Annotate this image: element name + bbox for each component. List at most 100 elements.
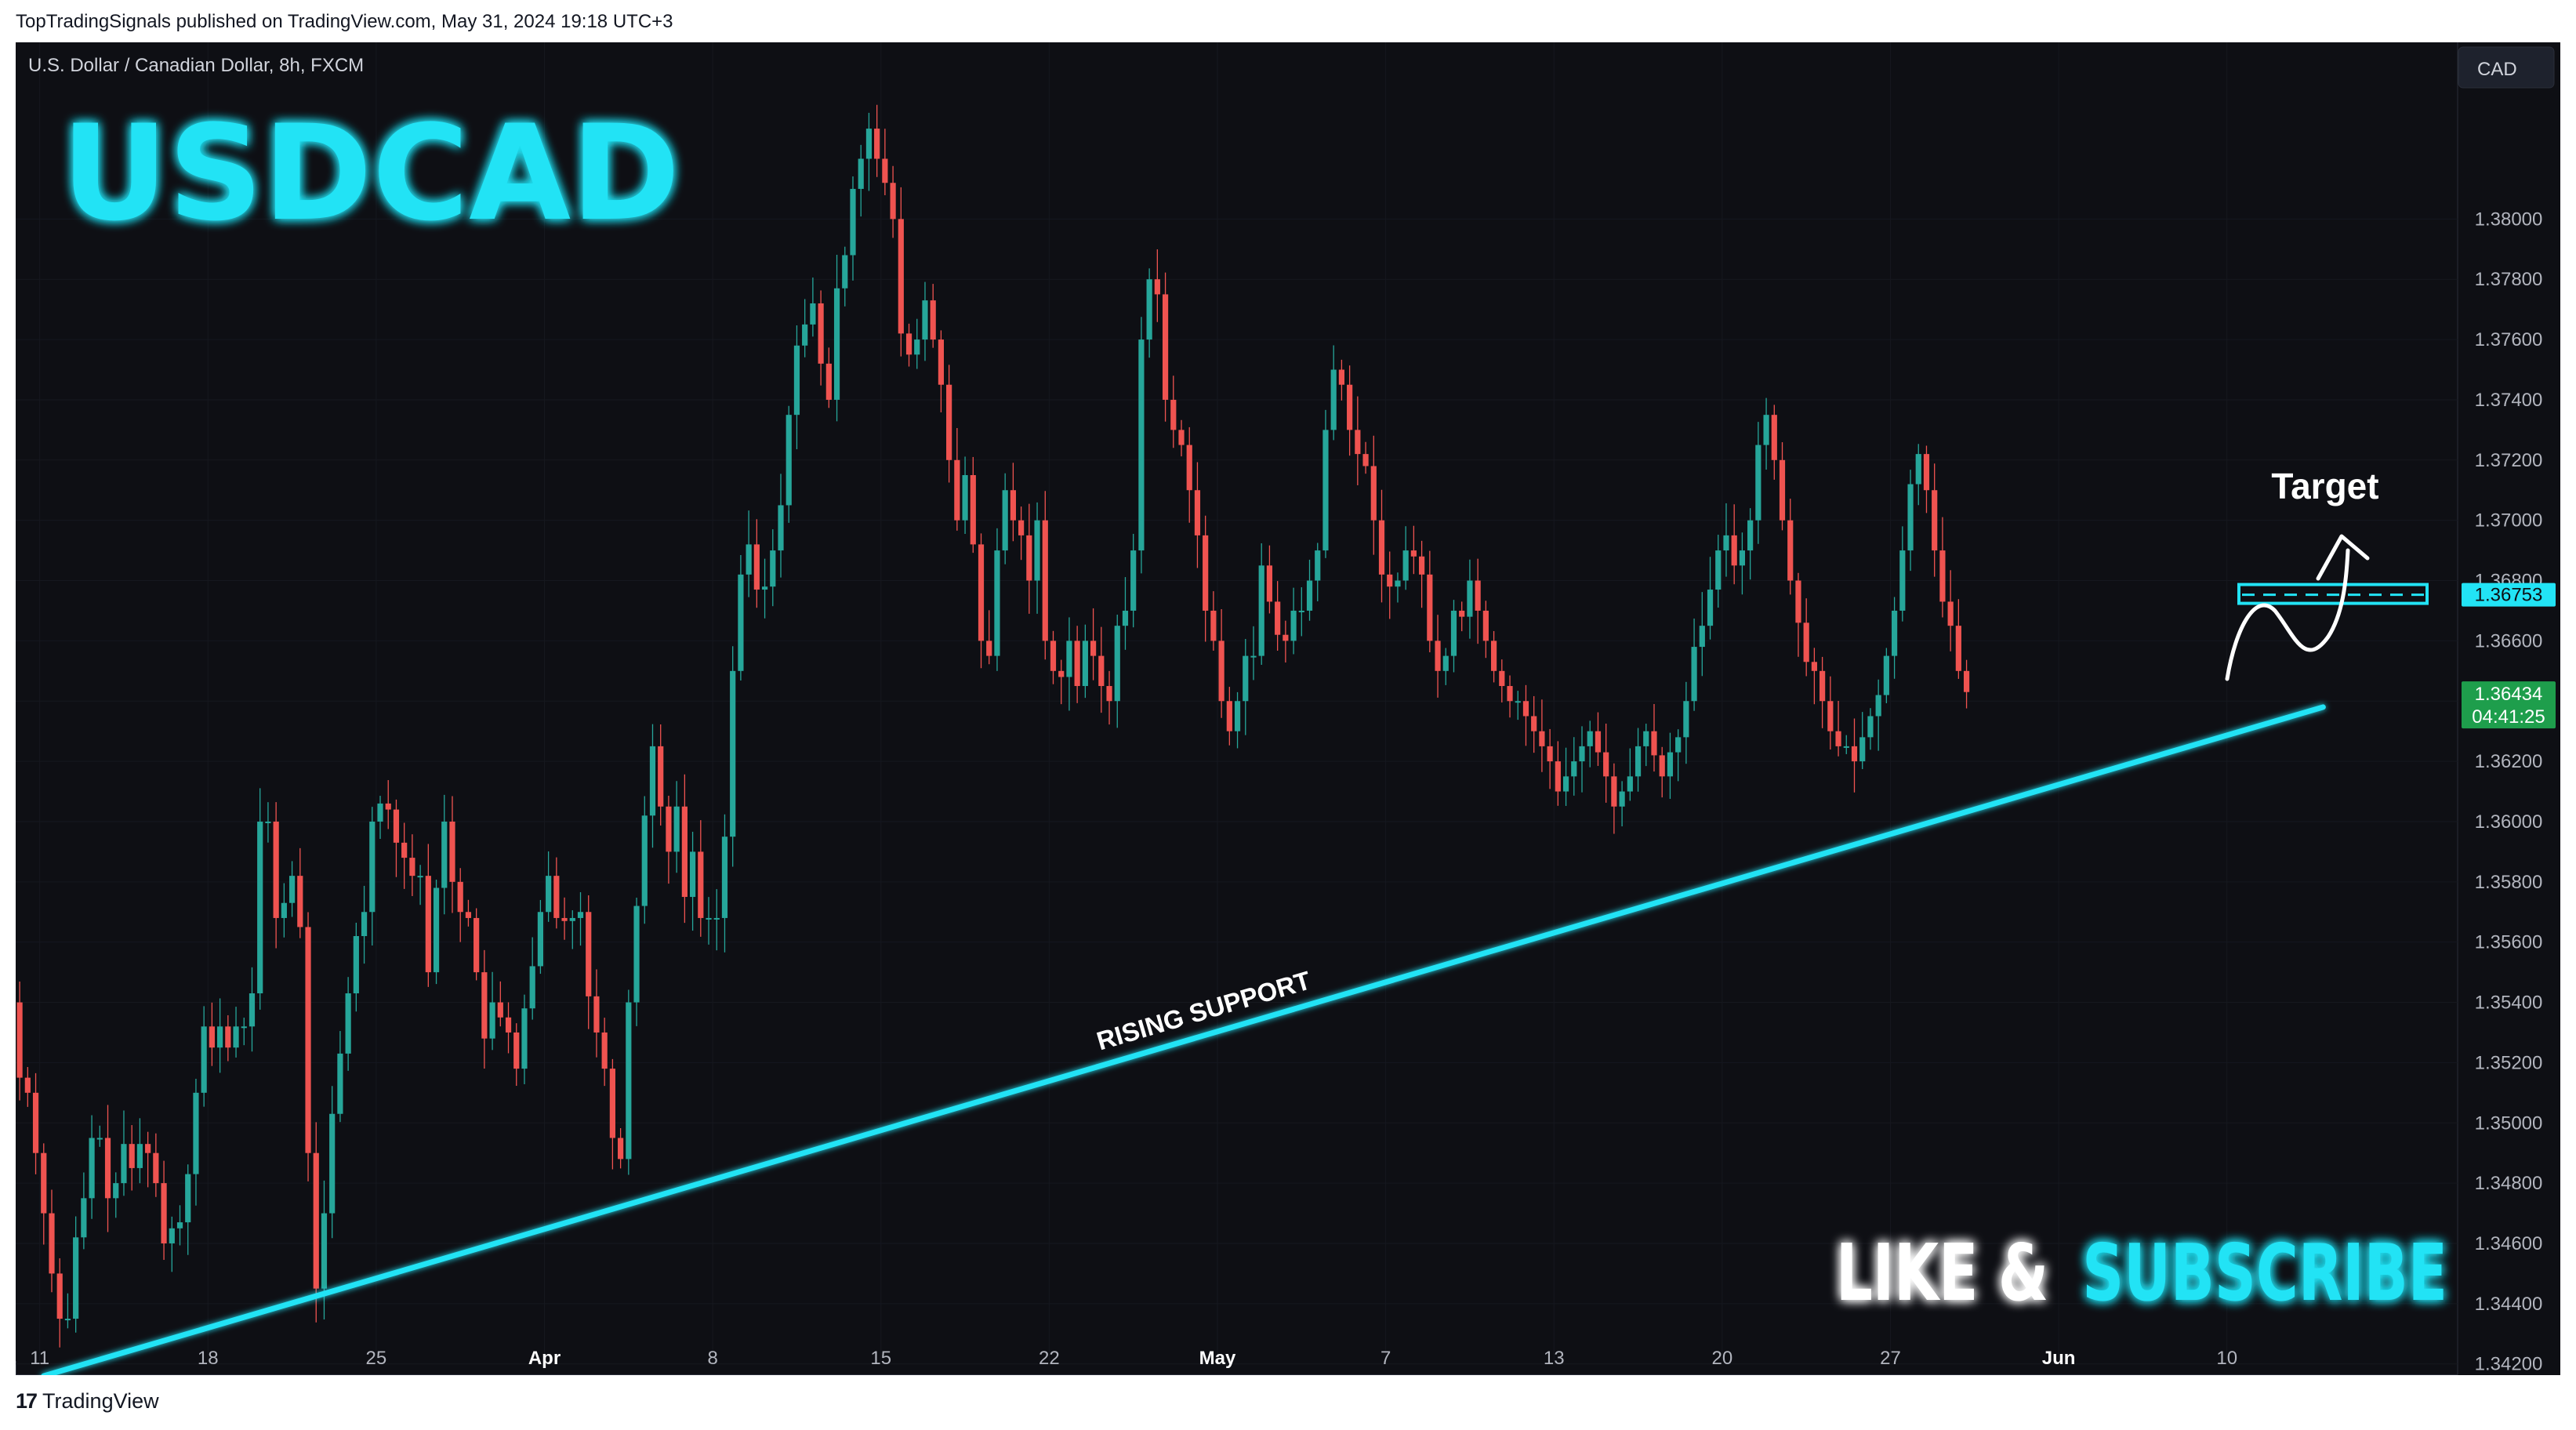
candlestick-chart[interactable]: RISING SUPPORT Target U.S. Dollar / Cana… [16,42,2560,1375]
candle-body [546,876,552,913]
price-tick-label: 1.34200 [2475,1354,2543,1375]
candle-body [1250,655,1257,658]
candle-body [802,324,808,346]
bar-countdown: 04:41:25 [2472,706,2545,728]
date-tick-label: 20 [1712,1348,1733,1369]
candle-body [761,586,768,590]
candle-body [369,821,376,913]
candle-body [577,912,584,918]
candle-body [96,1138,103,1140]
candle-body [1859,737,1866,762]
candle-body [433,887,440,973]
candle-body [922,300,928,340]
candle-body [537,912,544,967]
currency-button[interactable]: CAD [2477,59,2517,80]
candle-body [161,1183,167,1243]
candle-body [1932,490,1938,551]
candle-body [658,746,664,807]
candle-body [1522,701,1529,717]
candle-body [89,1138,95,1199]
candle-body [1731,535,1737,566]
candle-body [185,1174,191,1223]
candle-body [393,809,400,843]
candle-body [1266,565,1273,602]
candle-body [850,188,856,256]
candle-body [978,544,985,641]
candle-body [41,1152,47,1214]
candle-body [938,339,945,385]
candle-body [673,806,680,852]
price-tick-label: 1.37600 [2475,329,2543,350]
candle-body [898,219,904,334]
date-tick-label: 25 [366,1348,387,1369]
candle-body [1955,626,1961,671]
candle-body [1435,641,1441,671]
candle-body [1915,454,1921,485]
candle-body [865,129,873,159]
candle-body [136,1144,143,1168]
candle-body [1034,520,1040,581]
candle-body [1322,430,1329,551]
candle-body [1539,731,1545,746]
candle-body [1114,626,1120,702]
candle-body [561,917,568,921]
candle-body [121,1144,127,1184]
candle-body [618,1138,624,1160]
candle-body [1355,430,1361,455]
currency-button-bg[interactable] [2458,46,2555,89]
candle-body [1074,641,1080,687]
candle-body [1210,610,1217,641]
candle-body [793,345,800,416]
price-tick-label: 1.37200 [2475,450,2543,471]
candle-body [1634,746,1642,777]
candle-body [1747,520,1754,551]
candle-body [1531,716,1537,731]
candle-body [489,1002,495,1039]
candle-body [1707,590,1714,626]
candle-body [785,415,792,506]
candle-body [1090,641,1097,656]
candle-body [1595,731,1602,753]
candle-body [778,505,784,551]
tradingview-logo[interactable]: 17 TradingView [16,1389,159,1414]
candle-body [1579,746,1585,762]
candle-body [1699,626,1705,648]
price-tick-label: 1.37400 [2475,390,2543,411]
candle-body [914,339,920,355]
date-tick-label: 11 [30,1348,49,1369]
candle-body [954,459,960,521]
candle-body [1723,535,1729,551]
candle-body [1459,610,1465,617]
candle-body [49,1213,55,1274]
candle-body [73,1237,79,1319]
candle-body [1186,445,1192,491]
candle-body [1651,731,1657,756]
candle-body [1667,752,1674,777]
target-zone[interactable] [2237,583,2429,605]
candle-body [217,1026,223,1048]
candle-body [361,912,368,936]
candle-body [1603,752,1609,777]
candle-body [1835,731,1841,746]
candle-body [129,1144,135,1168]
target-label: Target [2271,466,2378,506]
candle-body [313,1152,319,1289]
candle-body [1203,535,1209,611]
candle-body [257,821,263,994]
date-tick-label: Apr [528,1348,561,1369]
support-trendline[interactable] [41,704,2326,1375]
target-price-label: 1.36753 [2475,585,2543,606]
candle-body [810,303,816,325]
candle-body [1387,574,1393,587]
candle-body [962,475,968,521]
last-price-tag: 1.36434 04:41:25 [2462,681,2556,729]
candle-body [425,876,431,973]
candle-body [1715,550,1722,590]
candle-body [882,158,888,183]
candle-body [465,912,472,918]
price-tick-label: 1.37000 [2475,510,2543,532]
cta-subscribe: SUBSCRIBE [2082,1227,2447,1319]
candle-body [746,544,752,575]
candle-body [1395,580,1401,587]
candle-body [529,966,535,1009]
